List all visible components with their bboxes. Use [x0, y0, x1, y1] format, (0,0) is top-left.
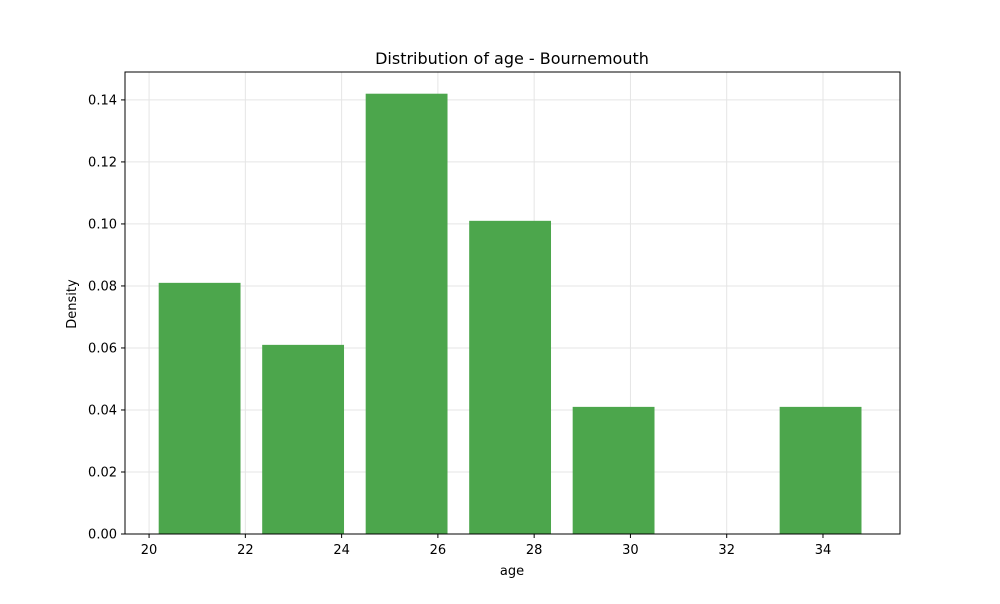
x-tick-label: 24: [333, 543, 350, 558]
x-tick-label: 26: [430, 543, 447, 558]
bar-2: [365, 93, 448, 534]
y-tick-label: 0.02: [88, 465, 117, 480]
x-axis-ticks: 20 22 24 26 28 30 32 34: [141, 534, 831, 558]
y-tick-label: 0.12: [88, 155, 117, 170]
y-tick-label: 0.04: [88, 403, 117, 418]
y-tick-label: 0.14: [88, 93, 117, 108]
x-tick-label: 22: [237, 543, 254, 558]
x-axis-label: age: [500, 564, 524, 579]
chart-title: Distribution of age - Bournemouth: [375, 49, 649, 68]
x-tick-label: 20: [141, 543, 158, 558]
y-axis-label: Density: [65, 279, 80, 329]
bar-1: [262, 344, 345, 534]
x-tick-label: 34: [815, 543, 832, 558]
y-tick-label: 0.06: [88, 341, 117, 356]
y-tick-label: 0.00: [88, 528, 117, 543]
bar-3: [469, 220, 552, 534]
plot-frame: [124, 71, 901, 535]
bar-layer: [158, 93, 862, 534]
y-tick-label: 0.10: [88, 217, 117, 232]
y-tick-label: 0.08: [88, 279, 117, 294]
x-tick-label: 32: [718, 543, 735, 558]
bar-6: [779, 406, 862, 534]
bar-0: [158, 282, 241, 534]
bar-4: [572, 406, 655, 534]
y-axis-ticks: 0.00 0.02 0.04 0.06 0.08 0.10 0.12 0.14: [88, 93, 125, 543]
x-tick-label: 28: [526, 543, 543, 558]
x-tick-label: 30: [622, 543, 639, 558]
